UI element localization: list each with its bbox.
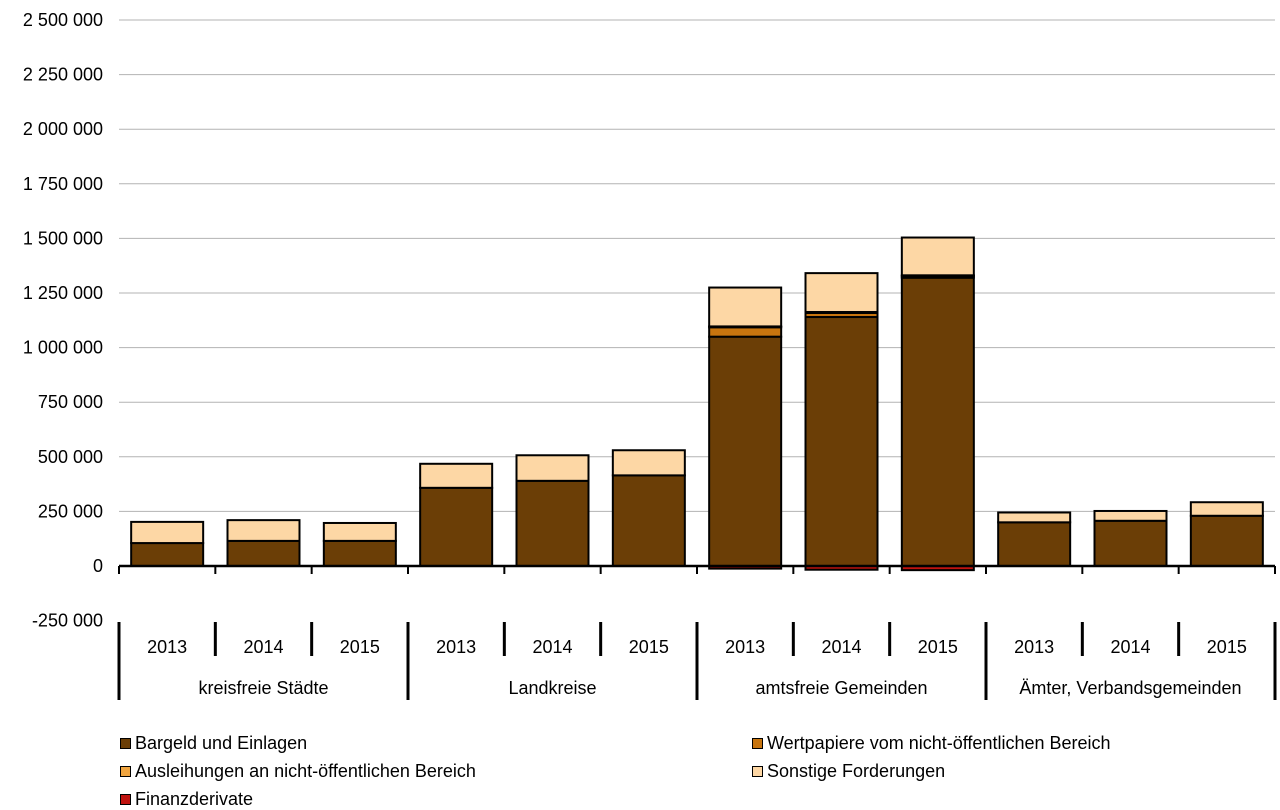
y-tick-label: 2 250 000 [23, 65, 103, 85]
bar-segment [900, 276, 975, 567]
y-tick-label: 0 [93, 556, 103, 576]
x-group-label: kreisfreie Städte [198, 678, 328, 698]
bars [130, 236, 1264, 572]
x-tick-label: 2013 [725, 637, 765, 657]
bar-segment [419, 486, 494, 568]
bar-segment [997, 521, 1072, 568]
bar-segment [708, 286, 783, 328]
x-axis-labels: 2013 2014 2015 2013 2014 2015 2013 2014 2015 2013… [147, 637, 1247, 698]
x-tick-label: 2013 [436, 637, 476, 657]
bar-segment [900, 236, 975, 277]
y-tick-label: 1 000 000 [23, 338, 103, 358]
y-tick-label: 1 500 000 [23, 228, 103, 248]
x-tick-label: 2014 [1110, 637, 1150, 657]
x-tick-label: 2015 [629, 637, 669, 657]
bar-segment [322, 539, 397, 567]
bar-segment [611, 449, 686, 477]
y-tick-label: 2 000 000 [23, 119, 103, 139]
bar-segment [515, 479, 590, 568]
x-tick-label: 2013 [1014, 637, 1054, 657]
bar-segment [708, 335, 783, 567]
bar-segment [130, 542, 205, 567]
x-group-label: amtsfreie Gemeinden [755, 678, 927, 698]
x-tick-label: 2015 [918, 637, 958, 657]
x-tick-label: 2015 [340, 637, 380, 657]
y-tick-label: -250 000 [32, 611, 103, 631]
bar-segment [515, 454, 590, 482]
bar-segment [226, 539, 301, 567]
x-tick-label: 2014 [243, 637, 283, 657]
x-tick-label: 2014 [532, 637, 572, 657]
bar-segment [611, 474, 686, 568]
x-tick-label: 2015 [1207, 637, 1247, 657]
bar-segment [419, 462, 494, 489]
axes [117, 564, 1277, 700]
y-tick-label: 250 000 [38, 501, 103, 521]
x-tick-label: 2014 [821, 637, 861, 657]
x-group-label: Landkreise [508, 678, 596, 698]
y-axis-tick-labels: 2 500 000 2 250 000 2 000 000 1 750 000 1 50… [23, 10, 103, 631]
y-tick-label: 750 000 [38, 392, 103, 412]
y-tick-label: 500 000 [38, 447, 103, 467]
y-tick-label: 2 500 000 [23, 10, 103, 30]
y-tick-label: 1 250 000 [23, 283, 103, 303]
bar-segment [804, 272, 879, 314]
bar-segment [130, 520, 205, 545]
y-tick-label: 1 750 000 [23, 174, 103, 194]
gridlines [119, 19, 1275, 512]
bar-segment [1189, 514, 1264, 568]
x-group-label: Ämter, Verbandsgemeinden [1019, 678, 1241, 698]
bar-segment [1093, 509, 1168, 522]
bar-segment [322, 521, 397, 542]
bar-segment [1189, 501, 1264, 517]
bar-segment [1093, 519, 1168, 567]
x-tick-label: 2013 [147, 637, 187, 657]
bar-segment [804, 316, 879, 567]
bar-segment [226, 519, 301, 542]
bar-segment [997, 511, 1072, 524]
